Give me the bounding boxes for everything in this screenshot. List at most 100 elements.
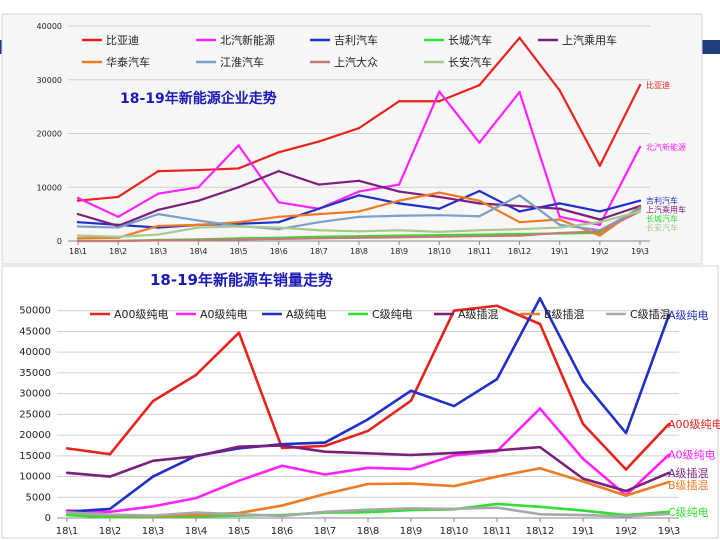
chart-sales-series-3-point <box>667 510 671 513</box>
chart-sales-series-1-point <box>452 454 456 457</box>
chart-sales-series-0-point <box>581 422 585 426</box>
chart-sales-series-4-point <box>237 445 241 448</box>
chart-enterprise-series-6-point <box>76 225 80 228</box>
chart-enterprise-series-4-point <box>76 212 80 216</box>
chart-sales-series-2-point <box>624 431 628 435</box>
chart-sales-x-tick-label: 18\9 <box>400 526 422 537</box>
chart-enterprise-series-2-point <box>76 220 80 224</box>
chart-enterprise-series-0-point <box>317 140 321 143</box>
chart-enterprise-series-2-legend-label: 吉利汽车 <box>334 33 378 47</box>
chart-sales-series-0-point <box>624 468 628 471</box>
chart-enterprise-series-7-point <box>357 236 361 239</box>
chart-enterprise-series-1-point <box>237 144 240 147</box>
chart-sales-series-0-point <box>151 399 155 403</box>
chart-enterprise-series-0-point <box>237 167 240 170</box>
chart-sales-series-0-point <box>409 399 413 402</box>
chart-enterprise-series-3-end-label: 长城汽车 <box>646 214 678 224</box>
chart-sales-series-1-point <box>538 407 542 410</box>
chart-sales-series-5-point <box>366 482 370 486</box>
chart-sales-series-5-point <box>624 494 628 497</box>
chart-sales-series-4-legend-label: A级插混 <box>458 307 499 321</box>
chart-enterprise-y-tick-label: 40000 <box>37 22 62 31</box>
chart-enterprise-series-8-point <box>76 234 80 237</box>
chart-sales-series-1-point <box>194 496 198 500</box>
chart-sales-series-0-point <box>323 444 327 448</box>
chart-enterprise-series-2-point <box>438 207 441 210</box>
chart-enterprise-series-4-point <box>157 208 160 212</box>
chart-sales-x-tick-label: 18\1 <box>56 526 78 537</box>
chart-sales-series-4-end-label: A级插混 <box>668 466 709 480</box>
chart-sales-series-0-point <box>237 331 241 334</box>
chart-enterprise-series-8-point <box>116 235 120 238</box>
chart-sales-series-5-point <box>409 482 413 485</box>
chart-sales-y-tick-label: 0 <box>45 513 51 524</box>
chart-enterprise-series-2-point <box>638 199 642 202</box>
chart-enterprise-series-0-point <box>116 195 120 199</box>
chart-sales-grid <box>57 310 679 519</box>
chart-sales-series-6-point <box>581 513 585 517</box>
chart-enterprise-series-2-point <box>357 194 361 197</box>
chart-sales-series-6-point <box>194 511 198 514</box>
chart-enterprise-y-tick-label: 10000 <box>37 183 62 192</box>
chart-enterprise-series-6-legend-label: 江淮汽车 <box>220 55 264 69</box>
chart-sales-legend: A00级纯电 A0级纯电 A级纯电 C级纯电 A级插混 B级插混 C级插混 <box>90 307 671 321</box>
chart-sales-series-6-point <box>452 507 456 511</box>
chart-sales-series-5-legend-label: B级插混 <box>544 307 585 321</box>
chart-enterprise-series-5-point <box>518 220 521 224</box>
chart-sales-y-tick-label: 35000 <box>19 368 51 379</box>
chart-sales-series-4-point <box>624 489 628 493</box>
chart-sales-series-3-point <box>538 505 542 509</box>
chart-enterprise-series-8-point <box>157 233 160 236</box>
chart-enterprise-series-2-point <box>277 220 280 224</box>
chart-enterprise-series-7-point <box>478 234 481 238</box>
chart-enterprise-series-7-point <box>317 237 321 240</box>
chart-sales-series-2-legend-label: A级纯电 <box>286 308 327 321</box>
chart-enterprise-series-6-point <box>478 215 481 218</box>
chart-sales-y-tick-label: 5000 <box>26 492 51 503</box>
chart-enterprise-series-1-point <box>157 192 160 195</box>
chart-enterprise-series-5-point <box>277 215 280 219</box>
chart-enterprise-series-7-point <box>157 239 160 242</box>
chart-enterprise-series-5-legend-label: 华泰汽车 <box>106 55 150 69</box>
chart-enterprise-series-6-point <box>317 220 321 224</box>
chart-sales-x-tick-label: 19\2 <box>615 526 637 537</box>
chart-sales-series-4-point <box>280 444 284 447</box>
chart-enterprise-x-tick-label: 18\5 <box>230 247 248 256</box>
chart-sales-series-5-point <box>452 484 456 488</box>
chart-enterprise-series-4-point <box>357 179 361 182</box>
chart-sales-series-5-end-label: B级插混 <box>668 478 709 492</box>
chart-sales-series-6-point <box>409 507 413 510</box>
chart-enterprise-series-8-point <box>638 210 642 213</box>
chart-enterprise-series-5-point <box>397 199 401 202</box>
chart-enterprise-x-tick-label: 18\1 <box>69 247 87 256</box>
chart-enterprise-series <box>76 36 642 243</box>
chart-sales-y-tick-label: 40000 <box>19 347 51 358</box>
chart-sales-series-2-point <box>495 377 499 381</box>
chart-enterprise-x-tick-label: 19\2 <box>591 247 609 256</box>
chart-enterprise-series-0-end-label: 比亚迪 <box>646 80 670 90</box>
chart-sales-x-tick-label: 18\6 <box>271 526 293 537</box>
chart-enterprise-series-4-end-label: 上汽乘用车 <box>646 205 686 215</box>
chart-enterprise-series-7-point <box>76 239 80 243</box>
chart-sales-series-3-point <box>108 515 112 519</box>
chart-enterprise-x-tick-label: 18\4 <box>189 247 207 256</box>
chart-enterprise-series-5-point <box>237 220 240 224</box>
chart-sales-series-2-point <box>108 507 112 511</box>
chart-enterprise-series-1-point <box>357 190 361 193</box>
chart-sales-series-4-point <box>452 451 456 455</box>
chart-enterprise-series-6-point <box>518 194 521 197</box>
chart-enterprise-series-4-point <box>478 202 481 205</box>
chart-sales-series-6-point <box>624 515 628 518</box>
chart-sales-series-3-legend-label: C级纯电 <box>372 308 413 321</box>
chart-enterprise-series-7-legend-label: 上汽大众 <box>334 55 378 69</box>
chart-enterprise-series-1-point <box>518 90 521 94</box>
chart-enterprise-series-1-point <box>277 201 280 204</box>
chart-sales-series-3-point <box>366 510 370 514</box>
chart-enterprise-series-0-point <box>478 83 481 87</box>
chart-enterprise-series-8-point <box>558 226 561 229</box>
chart-enterprise-series-4-point <box>558 207 561 210</box>
